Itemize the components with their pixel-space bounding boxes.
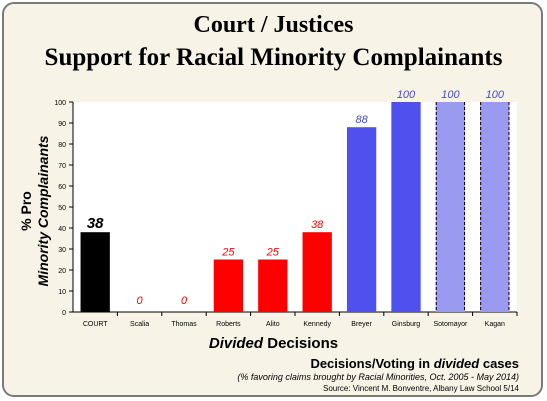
data-label: 88 bbox=[355, 114, 368, 126]
data-label: 100 bbox=[397, 89, 416, 101]
x-tick-label: Roberts bbox=[216, 321, 241, 328]
y-tick-label: 90 bbox=[58, 121, 66, 128]
data-label: 0 bbox=[137, 295, 144, 307]
x-tick-label: Scalia bbox=[130, 321, 149, 328]
y-tick-label: 30 bbox=[58, 247, 66, 254]
bar-sotomayor bbox=[435, 102, 466, 312]
bar-roberts bbox=[213, 259, 244, 312]
x-axis-label-italic: Divided bbox=[208, 335, 264, 352]
x-tick-label: Breyer bbox=[351, 321, 372, 328]
x-tick-label: Sotomayor bbox=[433, 321, 468, 328]
chart-title-line2: Support for Racial Minority Complainants bbox=[44, 44, 503, 71]
x-tick-label: Thomas bbox=[171, 321, 197, 328]
caption-line2: (% favoring claims brought by Racial Min… bbox=[237, 372, 519, 382]
bar-kagan bbox=[480, 102, 510, 312]
x-axis-label: Divided Decisions bbox=[0, 335, 547, 352]
y-tick-label: 80 bbox=[58, 142, 66, 149]
x-tick-label: Kennedy bbox=[303, 321, 331, 328]
data-label: 38 bbox=[87, 215, 104, 232]
caption-line1: Decisions/Voting in divided cases bbox=[310, 356, 519, 371]
y-tick-label: 40 bbox=[58, 226, 66, 233]
bar-alito bbox=[258, 259, 288, 312]
x-axis-label-rest: Decisions bbox=[267, 335, 339, 352]
y-tick-label: 50 bbox=[58, 205, 66, 212]
x-tick-label: Alito bbox=[266, 321, 280, 328]
data-label: 0 bbox=[181, 295, 188, 307]
bar-court bbox=[80, 232, 110, 312]
caption-source: Source: Vincent M. Bonventre, Albany Law… bbox=[323, 384, 519, 393]
data-label: 25 bbox=[221, 247, 235, 259]
bar-ginsburg bbox=[391, 102, 421, 312]
y-tick-label: 60 bbox=[58, 184, 66, 191]
x-tick-label: COURT bbox=[83, 321, 108, 328]
caption-line1-post: cases bbox=[479, 356, 519, 371]
data-label: 100 bbox=[441, 89, 460, 101]
chart-title-line1: Court / Justices bbox=[193, 12, 354, 38]
y-tick-label: 0 bbox=[62, 310, 66, 317]
x-tick-label: Kagan bbox=[485, 321, 505, 328]
bar-kennedy bbox=[302, 232, 332, 312]
data-label: 38 bbox=[311, 219, 324, 231]
data-label: 100 bbox=[486, 89, 505, 101]
y-tick-label: 100 bbox=[54, 100, 66, 107]
x-tick-label: Ginsburg bbox=[392, 321, 421, 328]
y-tick-label: 20 bbox=[58, 268, 66, 275]
caption-line1-italic: divided bbox=[433, 356, 480, 371]
bar-breyer bbox=[346, 127, 377, 312]
caption-line1-pre: Decisions/Voting in bbox=[310, 356, 434, 371]
y-tick-label: 10 bbox=[58, 289, 66, 296]
data-label: 25 bbox=[266, 247, 280, 259]
y-tick-label: 70 bbox=[58, 163, 66, 170]
